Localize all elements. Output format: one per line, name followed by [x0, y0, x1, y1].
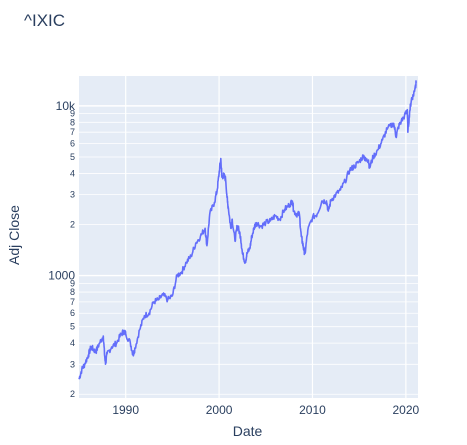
- y-major-tick-label: 1000: [48, 269, 75, 283]
- y-minor-tick-label: 5: [70, 152, 75, 162]
- y-minor-tick-label: 4: [70, 338, 75, 348]
- plot-area: [79, 76, 418, 398]
- y-minor-tick-label: 6: [70, 308, 75, 318]
- x-tick-label: 1990: [112, 403, 139, 417]
- y-minor-tick-label: 2: [70, 389, 75, 399]
- x-axis-title: Date: [233, 423, 263, 439]
- gridlines: [79, 76, 418, 398]
- y-minor-tick-label: 3: [70, 359, 75, 369]
- y-minor-tick-label: 8: [70, 287, 75, 297]
- y-minor-tick-label: 5: [70, 322, 75, 332]
- y-minor-tick-label: 6: [70, 139, 75, 149]
- y-axis-title: Adj Close: [6, 205, 22, 265]
- y-minor-tick-label: 9: [70, 109, 75, 119]
- y-minor-tick-label: 2: [70, 220, 75, 230]
- chart-title: ^IXIC: [24, 11, 65, 30]
- y-minor-tick-label: 8: [70, 117, 75, 127]
- y-minor-tick-label: 4: [70, 168, 75, 178]
- y-major-tick-label: 10k: [56, 99, 76, 113]
- x-tick-label: 2000: [206, 403, 233, 417]
- y-minor-tick-label: 3: [70, 190, 75, 200]
- y-minor-tick-label: 7: [70, 127, 75, 137]
- x-tick-label: 2010: [299, 403, 326, 417]
- x-tick-label: 2020: [393, 403, 420, 417]
- y-minor-tick-label: 9: [70, 278, 75, 288]
- adj-close-line: [78, 80, 417, 380]
- y-minor-tick-label: 7: [70, 297, 75, 307]
